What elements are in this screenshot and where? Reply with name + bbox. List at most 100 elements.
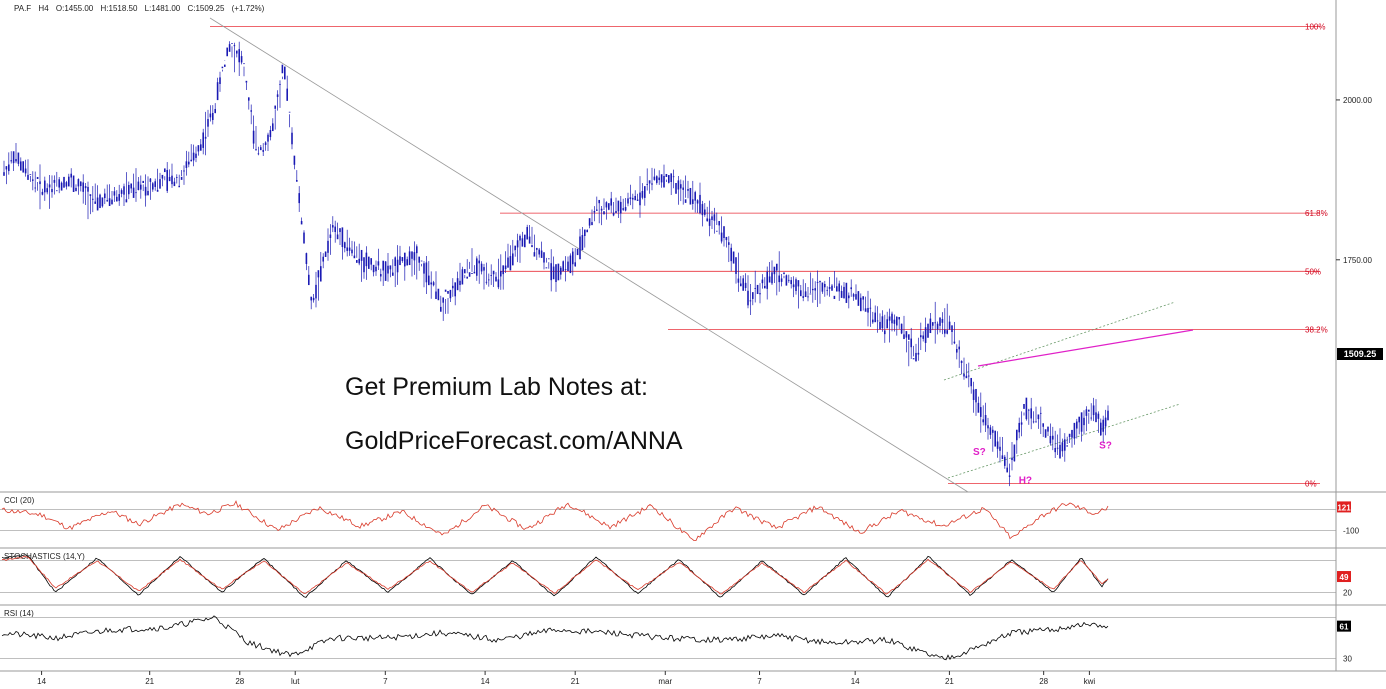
price-tick-label: 1750.00 [1343,256,1372,265]
candle-body [665,173,668,177]
candle-body [699,194,701,214]
candle-body [216,82,219,101]
candle-body [135,192,137,194]
candle-body [605,202,608,208]
indicator-last-tag [1337,571,1351,583]
candle-body [240,56,243,63]
candle-body [826,289,828,291]
candle-body [1066,445,1068,447]
candle-body [550,263,552,281]
candle-body [399,256,401,266]
candle-body [819,280,821,283]
candle-body [545,267,548,269]
candle-body [284,66,286,80]
candle-body [1056,447,1059,449]
indicator-tick-label: -100 [1343,526,1360,535]
candle-body [492,270,495,275]
candle-body [1059,444,1061,459]
candle-body [1016,429,1018,441]
candle-body [20,161,22,171]
candle-body [543,252,545,263]
candle-body [629,197,632,199]
candle-body [766,271,768,289]
candle-body [99,194,101,209]
candle-body [142,180,144,184]
candle-body [653,176,656,180]
candle-body [1064,439,1066,451]
candle-body [692,199,694,204]
candle-body [63,176,65,188]
candle-body [891,313,893,324]
candle-body [953,341,956,344]
candle-body [473,271,476,274]
time-tick-label: 21 [571,677,580,686]
candle-body [452,285,454,289]
candle-body [291,132,293,145]
candle-body [934,322,936,324]
low-value: L:1481.00 [145,4,181,13]
candle-body [255,149,257,150]
candle-body [759,293,761,295]
candle-body [168,177,171,182]
candle-body [408,251,411,266]
candle-body [773,266,776,275]
candle-body [435,291,437,300]
indicator-series-0 [1,615,1109,661]
candle-body [348,247,351,251]
candle-body [3,172,5,176]
indicator-tick-label: 30 [1343,655,1352,664]
candle-body [1095,412,1097,423]
candle-body [56,190,58,192]
candle-body [879,321,881,330]
candle-body [84,186,87,189]
candle-body [1083,417,1085,426]
candle-body [1008,475,1011,477]
candle-body [382,260,384,271]
candle-body [1020,422,1023,425]
candle-body [504,265,507,270]
candle-body [75,187,77,192]
high-value: H:1518.50 [101,4,138,13]
candle-body [485,281,488,283]
candle-body [111,199,113,205]
candle-body [370,258,372,265]
candle-body [178,185,180,188]
candle-body [192,152,195,161]
candle-body [852,294,855,297]
candle-body [351,249,353,254]
candle-body [704,209,706,215]
candle-body [32,179,34,181]
candle-body [708,218,711,226]
candle-body [327,240,329,253]
candle-body [749,300,752,302]
candle-body [497,279,500,288]
candle-body [298,193,300,204]
candle-body [713,214,716,221]
candle-body [651,183,653,185]
candle-body [994,430,996,447]
candle-body [1102,419,1104,432]
candle-body [540,250,543,258]
candle-body [161,174,164,179]
candle-body [980,407,982,417]
candle-body [876,320,879,322]
candle-body [1023,403,1025,409]
time-tick-label: 14 [37,677,46,686]
candle-body [744,282,747,289]
candle-body [406,259,408,266]
candle-body [718,221,720,226]
candle-body [108,198,111,206]
candle-body [656,176,658,183]
candle-body [972,389,975,400]
candle-body [389,265,392,270]
candle-body [816,281,819,283]
candle-body [466,276,468,279]
candle-body [533,252,536,257]
candle-body [910,338,912,348]
candle-body [675,183,677,194]
candle-body [711,216,713,220]
candle-body [1028,409,1030,411]
candle-body [166,169,168,191]
candle-body [459,280,461,286]
candle-body [245,80,248,83]
